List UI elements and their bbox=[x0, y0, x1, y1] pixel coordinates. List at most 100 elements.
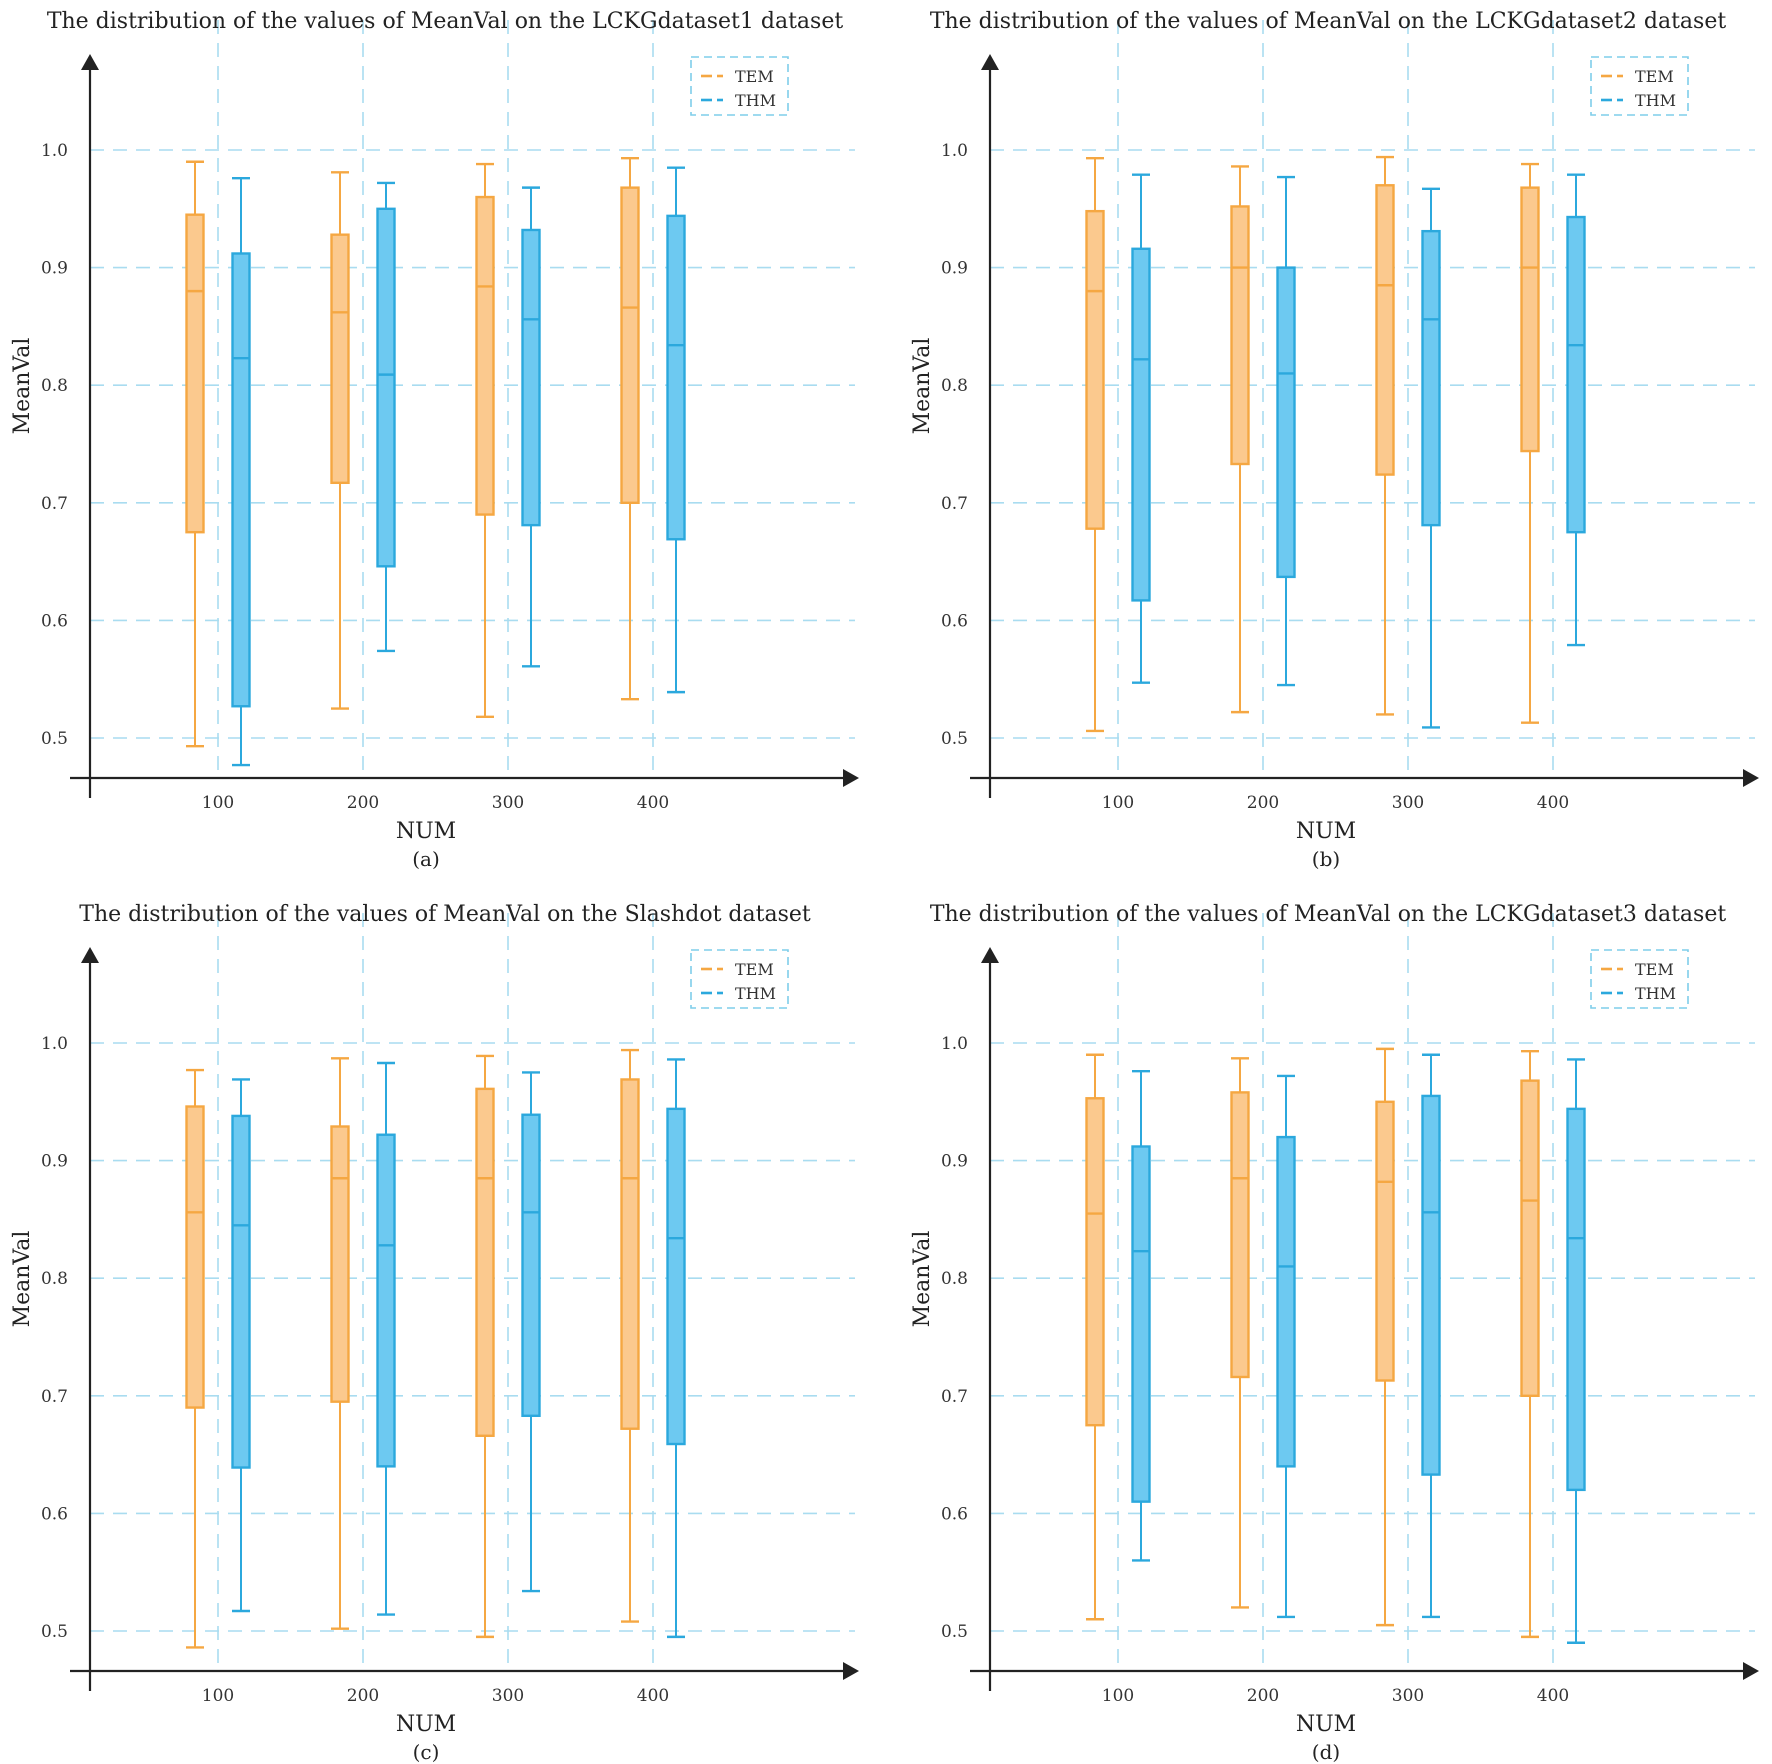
y-tick-label: 1.0 bbox=[41, 141, 68, 161]
y-axis-arrow bbox=[81, 54, 99, 70]
y-tick-label: 1.0 bbox=[41, 1034, 68, 1054]
x-tick-label: 200 bbox=[1247, 793, 1279, 813]
box-iqr bbox=[666, 214, 686, 541]
y-tick-label: 0.8 bbox=[41, 376, 68, 396]
box-tem-100 bbox=[1085, 157, 1105, 733]
box-thm-400 bbox=[666, 1058, 686, 1639]
box-iqr bbox=[1085, 209, 1105, 530]
legend-label-tem: TEM bbox=[1635, 960, 1674, 979]
box-tem-100 bbox=[185, 1068, 205, 1649]
box-iqr bbox=[666, 1107, 686, 1446]
legend-label-thm: THM bbox=[1635, 984, 1676, 1003]
x-tick-label: 200 bbox=[1247, 1686, 1279, 1706]
x-tick-label: 200 bbox=[347, 1686, 379, 1706]
x-axis-arrow bbox=[843, 769, 859, 787]
box-thm-300 bbox=[1421, 1053, 1441, 1619]
box-thm-100 bbox=[1131, 1070, 1151, 1562]
legend: TEM THM bbox=[690, 949, 789, 1009]
y-tick-label: 0.7 bbox=[41, 1387, 68, 1407]
y-tick-label: 0.5 bbox=[941, 729, 968, 749]
chart-panel-b: 0.5 0.6 0.7 0.8 0.9 1.0 100 200 300 400 TEM THM The … bbox=[910, 9, 1759, 871]
box-thm-200 bbox=[1276, 175, 1296, 687]
y-tick-label: 0.9 bbox=[41, 1152, 68, 1172]
box-iqr bbox=[1566, 215, 1586, 534]
box-iqr bbox=[231, 252, 251, 708]
box-tem-200 bbox=[1230, 1057, 1250, 1609]
box-tem-300 bbox=[475, 162, 495, 719]
x-tick-label: 300 bbox=[492, 793, 524, 813]
x-axis-label: NUM bbox=[396, 1712, 456, 1737]
box-iqr bbox=[185, 213, 205, 534]
legend-box bbox=[690, 949, 789, 1009]
box-tem-400 bbox=[1520, 162, 1540, 724]
y-tick-label: 0.6 bbox=[41, 1504, 68, 1524]
box-thm-200 bbox=[376, 181, 396, 653]
x-tick-label: 300 bbox=[1392, 793, 1424, 813]
box-iqr bbox=[1230, 1091, 1250, 1379]
y-tick-label: 0.8 bbox=[41, 1269, 68, 1289]
box-tem-400 bbox=[620, 157, 640, 701]
box-iqr bbox=[1520, 186, 1540, 453]
y-tick-label: 0.9 bbox=[41, 259, 68, 279]
box-iqr bbox=[1421, 229, 1441, 527]
box-iqr bbox=[330, 1125, 350, 1403]
panel-label: (d) bbox=[1312, 1740, 1340, 1764]
box-thm-400 bbox=[1566, 173, 1586, 647]
legend-box bbox=[1590, 56, 1689, 116]
x-tick-label: 400 bbox=[1537, 793, 1569, 813]
box-iqr bbox=[376, 1133, 396, 1468]
panel-label: (a) bbox=[412, 847, 440, 871]
box-thm-400 bbox=[666, 166, 686, 694]
box-iqr bbox=[1276, 1135, 1296, 1468]
x-axis-arrow bbox=[1743, 1662, 1759, 1680]
x-tick-label: 200 bbox=[347, 793, 379, 813]
box-iqr bbox=[1566, 1107, 1586, 1492]
box-iqr bbox=[521, 228, 541, 527]
box-iqr bbox=[1131, 247, 1151, 602]
box-tem-200 bbox=[330, 1057, 350, 1630]
y-axis-arrow bbox=[981, 54, 999, 70]
box-thm-400 bbox=[1566, 1058, 1586, 1644]
legend-label-thm: THM bbox=[735, 91, 776, 110]
box-iqr bbox=[376, 207, 396, 568]
box-thm-300 bbox=[521, 186, 541, 668]
y-axis-arrow bbox=[81, 947, 99, 963]
y-tick-label: 1.0 bbox=[941, 141, 968, 161]
chart-title: The distribution of the values of MeanVa… bbox=[79, 902, 811, 927]
legend: TEM THM bbox=[1590, 56, 1689, 116]
chart-title: The distribution of the values of MeanVa… bbox=[930, 902, 1727, 927]
box-iqr bbox=[185, 1105, 205, 1409]
box-iqr bbox=[1276, 266, 1296, 579]
box-thm-100 bbox=[1131, 173, 1151, 684]
box-tem-200 bbox=[330, 171, 350, 710]
box-tem-100 bbox=[185, 160, 205, 748]
box-iqr bbox=[620, 186, 640, 505]
y-tick-label: 0.7 bbox=[41, 494, 68, 514]
box-thm-100 bbox=[231, 177, 251, 767]
box-tem-100 bbox=[1085, 1053, 1105, 1621]
legend-label-thm: THM bbox=[735, 984, 776, 1003]
y-tick-label: 0.7 bbox=[941, 494, 968, 514]
x-tick-label: 100 bbox=[1102, 1686, 1134, 1706]
box-iqr bbox=[1131, 1145, 1151, 1503]
box-thm-300 bbox=[1421, 187, 1441, 729]
y-tick-label: 0.9 bbox=[941, 259, 968, 279]
chart-title: The distribution of the values of MeanVa… bbox=[47, 9, 844, 34]
box-tem-300 bbox=[1375, 155, 1395, 716]
chart-panel-c: 0.5 0.6 0.7 0.8 0.9 1.0 100 200 300 400 TEM THM The … bbox=[10, 902, 859, 1764]
y-tick-label: 0.9 bbox=[941, 1152, 968, 1172]
x-axis-label: NUM bbox=[396, 819, 456, 844]
y-tick-label: 0.6 bbox=[41, 611, 68, 631]
legend-label-tem: TEM bbox=[735, 67, 774, 86]
x-axis-label: NUM bbox=[1296, 1712, 1356, 1737]
legend-box bbox=[1590, 949, 1689, 1009]
box-tem-400 bbox=[620, 1048, 640, 1623]
x-tick-label: 400 bbox=[637, 1686, 669, 1706]
panel-label: (c) bbox=[413, 1740, 440, 1764]
box-iqr bbox=[1421, 1094, 1441, 1476]
box-tem-300 bbox=[475, 1054, 495, 1639]
x-tick-label: 400 bbox=[637, 793, 669, 813]
y-tick-label: 0.6 bbox=[941, 1504, 968, 1524]
chart-panel-a: 0.5 0.6 0.7 0.8 0.9 1.0 100 200 300 400 TEM THM The … bbox=[10, 9, 859, 871]
